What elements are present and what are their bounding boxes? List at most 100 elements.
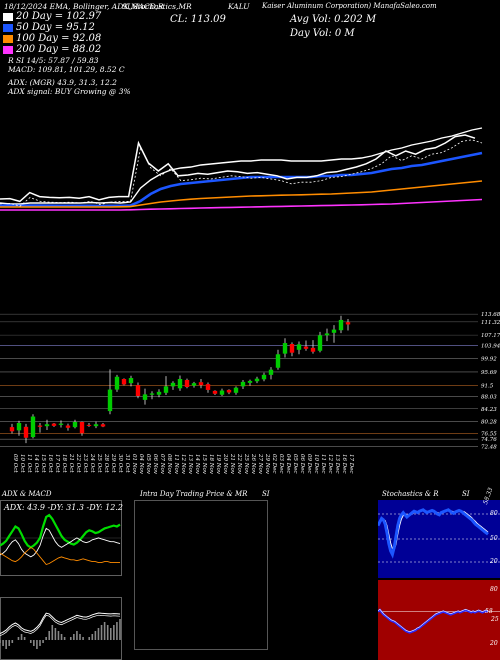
stochastics-rsi-panel [378, 500, 500, 660]
candle-body [23, 426, 29, 438]
date-label: 05 Dec [292, 454, 298, 474]
candle-body [240, 381, 246, 387]
rsi-lines [378, 608, 500, 634]
indicator-macd-line: MACD: 109.81, 101.29, 8.52 C [8, 65, 125, 74]
date-label: 30 Oct [117, 454, 123, 473]
header-ticker: KALU [228, 2, 250, 11]
candle-body [296, 344, 302, 350]
candle-body [128, 378, 134, 384]
price-level-label: 76.55 [481, 431, 497, 437]
date-label: 17 Oct [54, 454, 60, 473]
date-label: 25 Nov [243, 453, 249, 475]
ema-legend-label: 200 Day = 88.02 [16, 44, 102, 55]
stoch-panel-title: Stochastics & R [382, 490, 439, 498]
stoch-tick-50: 50 [490, 535, 498, 542]
date-label: 16 Dec [341, 454, 347, 474]
date-label: 17 Dec [348, 454, 354, 474]
date-label: 23 Oct [82, 453, 88, 473]
candlestick-chart: 113.68 111.32 107.17 103.94 99.92 95.69 91.5 88… [0, 312, 500, 475]
date-label: 31 Oct [124, 454, 130, 473]
candle-body [72, 422, 78, 428]
rsi-tick-80: 80 [490, 586, 498, 593]
ema-legend-label: 50 Day = 95.12 [16, 22, 95, 33]
date-label: 21 Nov [229, 453, 235, 475]
candle-body [184, 379, 190, 388]
date-label: 03 Dec [278, 454, 284, 474]
date-label: 13 Nov [187, 454, 193, 475]
candles [9, 315, 351, 444]
price-level-label: 107.17 [481, 333, 500, 339]
adx-lines [0, 513, 121, 566]
price-level-labels: 113.68 111.32 107.17 103.94 99.92 95.69 91.5 88… [481, 312, 500, 450]
candle-body [9, 427, 15, 432]
indicator-adx-signal: ADX signal: BUY Growing @ 3% [8, 87, 131, 96]
date-label: 08 Nov [166, 454, 172, 475]
candle-body [51, 423, 57, 426]
mr-panel-title: Intra Day Trading Price & MR [140, 490, 248, 498]
price-level-label: 91.5 [481, 383, 494, 389]
candle-body [233, 387, 239, 393]
price-level-label: 88.03 [481, 395, 497, 401]
ema-legend-swatch [3, 24, 13, 32]
date-label: 09 Dec [306, 454, 312, 474]
candle-body [317, 335, 323, 351]
date-label: 28 Oct [103, 453, 109, 473]
ema-legend-swatch [3, 46, 13, 54]
candle-body [247, 380, 253, 383]
rsi-line [378, 608, 489, 634]
date-label: 04 Nov [138, 454, 144, 475]
di-minus-line [0, 546, 120, 566]
date-label: 12 Nov [180, 454, 186, 475]
date-label: 18 Nov [208, 454, 214, 475]
stoch-panel-si: SI [462, 490, 470, 498]
date-label: 15 Nov [201, 454, 207, 475]
candle-body [177, 379, 183, 389]
company-name: Kaiser Aluminum Corporation) ManafaSaleo… [262, 2, 437, 10]
candle-body [44, 424, 50, 427]
adx-values: ADX: 43.9 -DY: 31.3 -DY: 12.2 [4, 503, 123, 512]
date-label: 05 Nov [145, 454, 151, 475]
candle-body [114, 376, 120, 390]
date-label: 24 Oct [89, 453, 95, 473]
candle-body [79, 422, 85, 434]
price-level-label: 103.94 [481, 343, 500, 349]
candle-body [65, 425, 71, 428]
price-level-label: 80.28 [481, 419, 497, 425]
date-label: 06 Dec [299, 454, 305, 474]
candle-body [254, 378, 260, 382]
date-label: 27 Nov [257, 453, 263, 475]
avg-volume: Avg Vol: 0.202 M [290, 14, 377, 25]
date-label: 11 Nov [173, 454, 179, 475]
header-stamp: 18/12/2024 EMA, Bollinger, ADX,MACD,R [4, 2, 164, 11]
candle-body [310, 347, 316, 352]
rsi-tick-20: 20 [490, 640, 498, 647]
ema-line-100-day [0, 180, 483, 208]
date-label: 11 Dec [320, 454, 326, 474]
date-label: 29 Oct [110, 453, 116, 473]
candle-body [303, 346, 309, 349]
candle-body [198, 382, 204, 386]
indicator-si-line: R SI 14/5: 57.87 / 59.83 [8, 56, 99, 65]
bollinger-line [0, 139, 483, 207]
macd-line [0, 612, 121, 634]
mr-panel-box [134, 500, 268, 650]
date-label: 20 Nov [222, 453, 228, 475]
date-label: 12 Dec [327, 454, 333, 474]
date-label: 07 Nov [159, 454, 165, 475]
candle-body [163, 386, 169, 393]
price-level-label: 111.32 [481, 320, 500, 326]
stoch-tick-80: 80 [490, 510, 498, 517]
ema-legend-label: 100 Day = 92.08 [16, 33, 102, 44]
price-level-label: 84.23 [481, 407, 497, 413]
candle-body [331, 329, 337, 333]
date-label: 18 Oct [61, 454, 67, 473]
candle-body [219, 390, 225, 395]
candle-body [324, 333, 330, 336]
adx-line [0, 513, 121, 549]
ema-panel [0, 127, 483, 211]
close-line [0, 134, 476, 203]
candle-body [261, 374, 267, 380]
date-label: 06 Nov [152, 454, 158, 475]
adx-macd-panel [0, 500, 122, 660]
date-label: 14 Oct [33, 454, 39, 473]
